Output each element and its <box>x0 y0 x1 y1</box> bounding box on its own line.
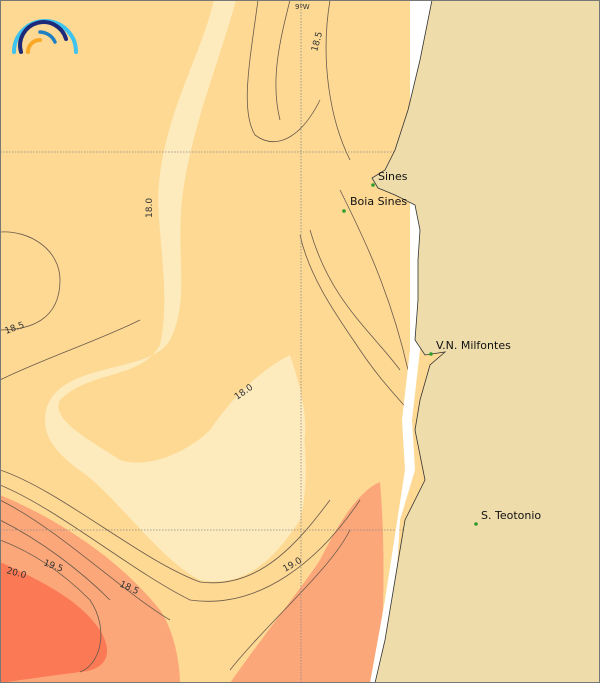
contour-label: 18.0 <box>145 198 155 218</box>
marker-s-teotonio[interactable] <box>474 522 478 526</box>
cool-region <box>44 0 306 526</box>
longitude-label: 9ºW <box>295 3 310 11</box>
rainbow-arc-logo-icon <box>12 19 78 54</box>
place-markers <box>342 183 478 526</box>
warm-region-east <box>230 482 384 683</box>
land <box>371 0 600 683</box>
contour-lines <box>0 0 409 673</box>
place-label-boia-sines: Boia Sines <box>350 195 407 208</box>
place-label-sines: Sines <box>378 170 408 183</box>
marker-sines[interactable] <box>371 183 375 187</box>
place-label-s-teotonio: S. Teotonio <box>481 509 541 522</box>
hot-region <box>0 562 108 683</box>
marker-vn-milfontes[interactable] <box>429 352 433 356</box>
cool-region-south <box>80 400 306 582</box>
marker-boia-sines[interactable] <box>342 209 346 213</box>
place-label-vn-milfontes: V.N. Milfontes <box>436 339 511 352</box>
